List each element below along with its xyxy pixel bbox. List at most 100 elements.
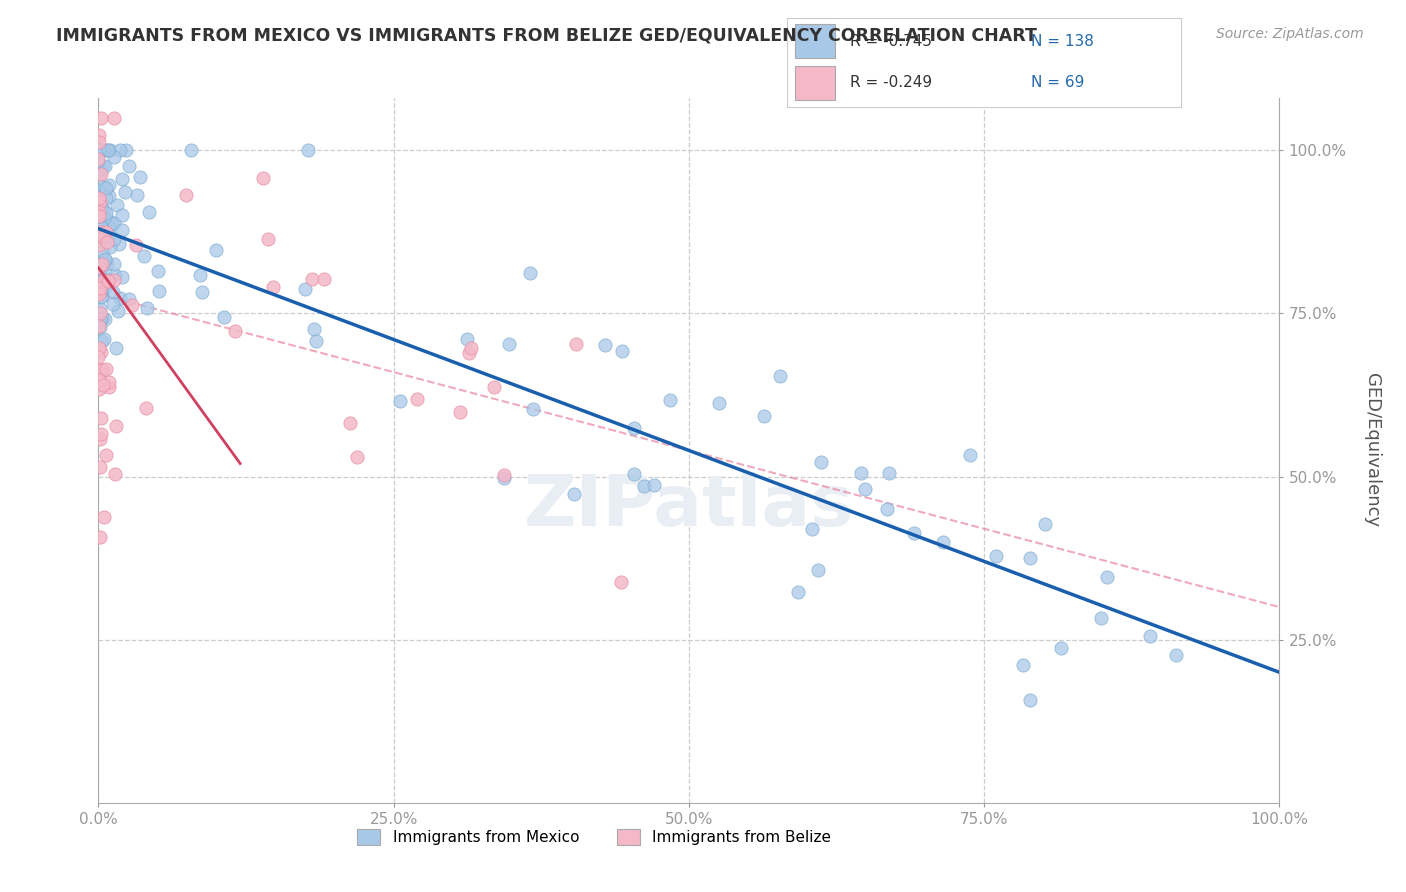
Point	[104, 268, 127, 282]
Point	[96, 448, 118, 462]
Text: N = 138: N = 138	[1032, 34, 1094, 48]
Point	[103, 257, 125, 271]
Point	[89, 225, 111, 239]
Point	[297, 144, 319, 158]
Point	[97, 271, 120, 285]
Point	[1095, 570, 1118, 584]
Point	[633, 479, 655, 493]
Point	[1050, 640, 1073, 655]
Point	[98, 178, 121, 192]
Point	[807, 563, 830, 577]
Point	[191, 285, 214, 300]
Point	[87, 144, 110, 158]
Point	[91, 310, 114, 325]
Point	[87, 260, 110, 274]
Point	[94, 159, 117, 173]
Point	[110, 144, 132, 158]
Point	[89, 530, 111, 544]
Point	[135, 301, 157, 316]
Point	[406, 392, 429, 406]
Point	[90, 345, 112, 359]
Point	[205, 244, 228, 258]
Point	[986, 549, 1008, 563]
Legend: Immigrants from Mexico, Immigrants from Belize: Immigrants from Mexico, Immigrants from …	[352, 823, 838, 852]
Point	[87, 232, 110, 246]
Point	[1166, 648, 1188, 663]
Point	[623, 421, 645, 435]
Text: IMMIGRANTS FROM MEXICO VS IMMIGRANTS FROM BELIZE GED/EQUIVALENCY CORRELATION CHA: IMMIGRANTS FROM MEXICO VS IMMIGRANTS FRO…	[56, 27, 1038, 45]
Point	[93, 179, 115, 194]
Point	[90, 290, 112, 304]
Point	[91, 159, 114, 173]
Point	[111, 208, 134, 222]
Point	[94, 253, 117, 268]
Point	[90, 221, 112, 235]
Point	[98, 380, 121, 394]
Point	[103, 111, 125, 125]
Point	[91, 334, 114, 348]
Point	[87, 207, 110, 221]
Point	[810, 455, 832, 469]
Point	[87, 167, 110, 181]
Point	[707, 396, 730, 410]
Point	[87, 318, 110, 333]
Point	[101, 285, 124, 299]
Point	[90, 426, 112, 441]
Point	[294, 282, 316, 296]
Point	[93, 211, 115, 225]
Point	[90, 261, 112, 276]
Point	[94, 181, 117, 195]
Point	[94, 252, 117, 267]
Point	[91, 257, 114, 271]
Point	[89, 144, 111, 158]
Point	[90, 411, 112, 425]
Point	[105, 419, 128, 434]
Point	[482, 380, 505, 394]
Point	[346, 450, 368, 464]
Text: R = -0.745: R = -0.745	[851, 34, 932, 48]
Point	[180, 144, 202, 158]
Point	[89, 128, 111, 143]
Point	[89, 145, 111, 160]
Point	[87, 260, 110, 274]
Point	[87, 350, 110, 364]
Point	[252, 170, 274, 185]
Point	[96, 235, 118, 249]
Point	[103, 150, 125, 164]
Point	[98, 228, 121, 243]
Point	[623, 467, 645, 482]
Point	[132, 249, 155, 263]
Point	[959, 448, 981, 462]
Point	[87, 262, 110, 277]
Point	[87, 186, 110, 201]
Point	[609, 574, 631, 589]
Text: Source: ZipAtlas.com: Source: ZipAtlas.com	[1216, 27, 1364, 41]
Point	[98, 189, 121, 203]
Point	[876, 501, 898, 516]
Point	[105, 197, 128, 211]
Point	[98, 144, 121, 158]
Point	[87, 164, 110, 178]
Point	[522, 402, 544, 417]
Point	[457, 346, 479, 360]
Point	[89, 144, 111, 158]
Point	[138, 205, 160, 219]
Point	[87, 209, 110, 223]
Point	[494, 468, 516, 483]
Point	[305, 334, 328, 349]
Point	[103, 273, 125, 287]
Point	[91, 229, 114, 244]
Point	[90, 363, 112, 377]
Point	[787, 585, 810, 599]
Point	[90, 167, 112, 181]
Point	[1139, 629, 1161, 643]
Point	[91, 377, 114, 392]
Point	[94, 206, 117, 220]
Point	[87, 154, 110, 169]
Point	[89, 144, 111, 158]
Point	[94, 312, 117, 326]
Point	[87, 191, 110, 205]
Point	[104, 341, 127, 355]
Point	[87, 238, 110, 252]
Point	[212, 310, 235, 324]
